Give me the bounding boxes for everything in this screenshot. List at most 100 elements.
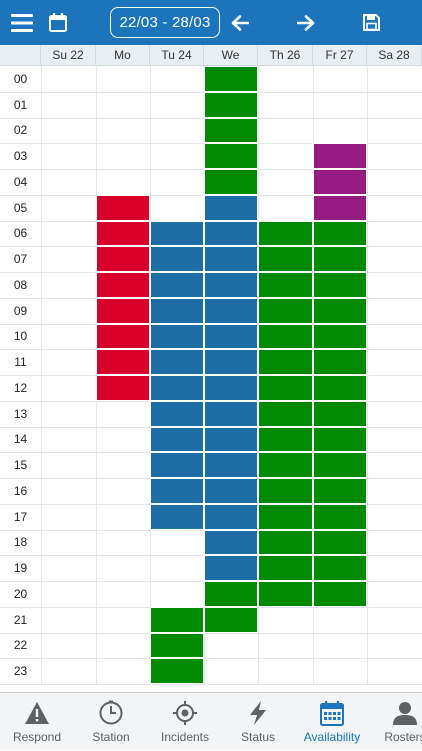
availability-cell-blue[interactable] [204,427,258,452]
availability-cell-green[interactable] [150,658,204,684]
availability-cell-red[interactable] [96,272,150,298]
availability-cell-red[interactable] [96,221,150,246]
nav-item-status[interactable]: Status [220,693,296,751]
availability-cell-red[interactable] [96,375,150,401]
availability-cell-green[interactable] [313,324,367,349]
availability-cell-green[interactable] [204,66,258,92]
day-header-4: Th 26 [258,45,313,66]
availability-cell-green[interactable] [313,401,367,427]
availability-cell-green[interactable] [313,478,367,504]
availability-cell-blue[interactable] [150,452,204,478]
availability-cell-blue[interactable] [204,221,258,246]
availability-cell-red[interactable] [96,298,150,324]
availability-cell-blue[interactable] [150,246,204,272]
hour-label-14: 14 [13,432,28,447]
nav-label-status: Status [240,730,276,744]
availability-cell-green[interactable] [204,92,258,118]
availability-cell-green[interactable] [258,555,313,581]
availability-cell-green[interactable] [313,298,367,324]
availability-cell-green[interactable] [258,298,313,324]
availability-cell-blue[interactable] [150,375,204,401]
previous-week-button[interactable] [226,0,254,45]
availability-cell-green[interactable] [204,607,258,633]
availability-cell-green[interactable] [150,633,204,658]
menu-button[interactable] [2,0,42,45]
availability-cell-red[interactable] [96,324,150,349]
calendar-button[interactable] [44,0,72,45]
hour-label-21: 21 [13,612,28,627]
availability-cell-green[interactable] [258,504,313,530]
availability-cell-green[interactable] [204,581,258,607]
availability-cell-purple[interactable] [313,169,367,195]
availability-cell-blue[interactable] [150,349,204,375]
person-icon [392,700,418,726]
row-divider [0,633,422,634]
availability-cell-blue[interactable] [204,504,258,530]
availability-cell-blue[interactable] [204,375,258,401]
availability-cell-blue[interactable] [204,401,258,427]
availability-cell-green[interactable] [258,478,313,504]
availability-cell-blue[interactable] [150,272,204,298]
availability-cell-green[interactable] [313,452,367,478]
availability-cell-blue[interactable] [204,349,258,375]
availability-cell-blue[interactable] [204,555,258,581]
nav-item-station[interactable]: Station [73,693,149,751]
availability-cell-blue[interactable] [204,530,258,555]
availability-cell-green[interactable] [313,504,367,530]
availability-cell-green[interactable] [204,169,258,195]
availability-cell-green[interactable] [258,324,313,349]
availability-cell-blue[interactable] [204,246,258,272]
availability-cell-red[interactable] [96,195,150,221]
nav-item-incidents[interactable]: Incidents [147,693,223,751]
next-week-button[interactable] [292,0,320,45]
availability-cell-green[interactable] [258,272,313,298]
availability-cell-green[interactable] [313,581,367,607]
availability-cell-green[interactable] [258,452,313,478]
availability-cell-green[interactable] [313,349,367,375]
availability-cell-green[interactable] [150,607,204,633]
availability-cell-green[interactable] [258,401,313,427]
availability-cell-green[interactable] [204,118,258,143]
availability-cell-red[interactable] [96,349,150,375]
availability-cell-blue[interactable] [204,324,258,349]
date-range-selector[interactable]: 22/03 - 28/03 [110,7,220,38]
availability-cell-red[interactable] [96,246,150,272]
availability-cell-green[interactable] [313,375,367,401]
availability-cell-green[interactable] [258,375,313,401]
availability-cell-green[interactable] [313,221,367,246]
availability-cell-green[interactable] [313,427,367,452]
availability-cell-blue[interactable] [150,504,204,530]
availability-cell-green[interactable] [258,427,313,452]
availability-cell-blue[interactable] [150,427,204,452]
lightning-icon [246,700,270,726]
nav-item-rosters[interactable]: Rosters [367,693,422,751]
save-button[interactable] [356,0,386,45]
hour-label-06: 06 [13,226,28,241]
availability-cell-blue[interactable] [204,298,258,324]
availability-cell-green[interactable] [313,555,367,581]
availability-cell-blue[interactable] [150,324,204,349]
availability-cell-purple[interactable] [313,195,367,221]
availability-cell-blue[interactable] [204,195,258,221]
availability-cell-green[interactable] [313,272,367,298]
availability-cell-green[interactable] [258,349,313,375]
availability-cell-purple[interactable] [313,143,367,169]
availability-cell-green[interactable] [313,246,367,272]
availability-cell-blue[interactable] [204,478,258,504]
hour-label-00: 00 [13,71,28,86]
availability-cell-blue[interactable] [204,452,258,478]
availability-cell-blue[interactable] [204,272,258,298]
availability-cell-green[interactable] [313,530,367,555]
availability-cell-green[interactable] [258,581,313,607]
availability-cell-blue[interactable] [150,478,204,504]
nav-item-respond[interactable]: Respond [0,693,75,751]
availability-cell-blue[interactable] [150,221,204,246]
availability-cell-blue[interactable] [150,401,204,427]
row-divider [0,658,422,659]
availability-cell-green[interactable] [258,530,313,555]
availability-cell-green[interactable] [204,143,258,169]
availability-cell-blue[interactable] [150,298,204,324]
availability-cell-green[interactable] [258,221,313,246]
nav-item-availability[interactable]: Availability [294,693,370,751]
availability-cell-green[interactable] [258,246,313,272]
